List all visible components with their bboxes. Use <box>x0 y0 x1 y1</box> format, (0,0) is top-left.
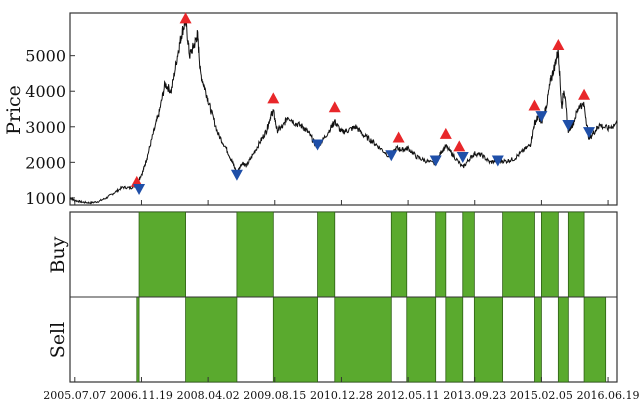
turning-point-markers <box>130 12 596 195</box>
sell-signal-bar <box>406 296 437 383</box>
buy-signal-bar <box>567 211 585 298</box>
trough-marker <box>230 169 243 181</box>
sell-signal-bar <box>473 296 504 383</box>
date-x-ticks: 2005.07.07 2006.11.19 2008.04.02 2009.08.15… <box>43 200 640 402</box>
date-tick-label: 2015.02.05 <box>510 389 573 402</box>
price-y-tick-label: 2000 <box>25 153 66 172</box>
peak-marker <box>392 131 405 143</box>
date-tick-label: 2016.06.19 <box>577 389 640 402</box>
date-tick-label: 2006.11.19 <box>110 389 173 402</box>
peak-marker <box>552 39 565 50</box>
signal-panel: Buy Sell 2005.07.07 2006.11.19 2008.04.02 2… <box>43 200 640 402</box>
price-y-tick-label: 5000 <box>25 47 66 66</box>
sell-signal-bar <box>557 296 569 383</box>
sell-signal-bar <box>272 296 318 383</box>
buy-signal-bar <box>541 211 559 298</box>
price-y-tick-label: 1000 <box>25 189 66 208</box>
buy-signal-bar <box>435 211 447 298</box>
sell-signal-bar <box>334 296 392 383</box>
peak-marker <box>439 127 452 139</box>
peak-marker <box>578 88 591 100</box>
buy-signal-bar <box>390 211 408 298</box>
buy-signal-bar <box>462 211 475 298</box>
date-tick-label: 2005.07.07 <box>43 389 106 402</box>
price-y-tick-label: 3000 <box>25 118 66 137</box>
trough-marker <box>311 139 324 151</box>
trough-marker <box>429 155 442 167</box>
buy-signal-bar <box>236 211 274 298</box>
sell-signal-bar <box>583 296 607 383</box>
trough-marker <box>535 111 548 123</box>
trough-marker <box>562 120 575 131</box>
price-y-tick-label: 4000 <box>25 82 66 101</box>
date-tick-label: 2010.12.28 <box>310 389 373 402</box>
buy-signal-bar <box>138 211 186 298</box>
buy-signal-bar <box>502 211 535 298</box>
trough-marker <box>385 150 398 162</box>
price-axis-label: Price <box>3 85 25 135</box>
date-tick-label: 2008.04.02 <box>177 389 240 402</box>
price-y-ticks: 1000 2000 3000 4000 5000 <box>25 47 75 208</box>
date-tick-label: 2009.08.15 <box>243 389 306 402</box>
buy-row-label: Buy <box>47 236 69 273</box>
sell-signal-bar <box>136 296 140 383</box>
price-plot-frame <box>69 12 618 206</box>
trough-marker <box>456 152 469 163</box>
peak-marker <box>528 99 541 111</box>
price-panel: 1000 2000 3000 4000 5000 Price <box>3 12 618 208</box>
peak-marker <box>267 92 280 104</box>
trough-marker <box>491 155 504 167</box>
sell-signal-bar <box>185 296 238 383</box>
signal-bars <box>136 211 607 383</box>
date-tick-label: 2012.05.11 <box>377 389 440 402</box>
sell-signal-bar <box>445 296 464 383</box>
sell-signal-bar <box>534 296 542 383</box>
buy-signal-bar <box>317 211 336 298</box>
sell-row-label: Sell <box>47 322 69 358</box>
trough-marker <box>583 127 596 139</box>
peak-marker <box>179 12 192 24</box>
date-tick-label: 2013.09.23 <box>443 389 506 402</box>
peak-marker <box>453 140 466 152</box>
trough-marker <box>133 184 146 195</box>
peak-marker <box>328 101 341 113</box>
